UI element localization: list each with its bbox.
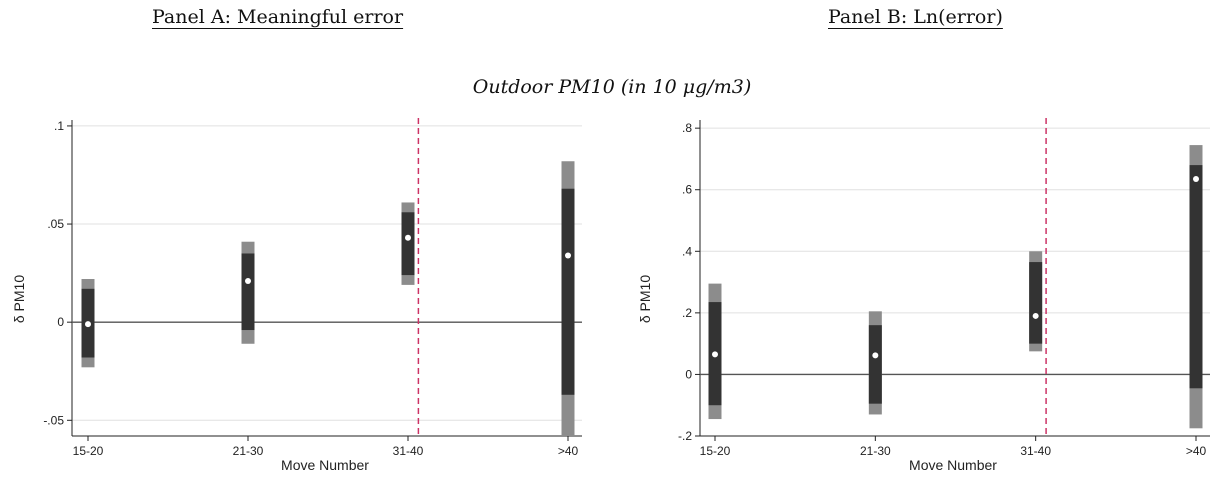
x-tick-label: 15-20: [73, 444, 104, 458]
chart-panel-b: -.2 0 .2 .4 .6 .8 15-20 21-30 31-40 >40 Move Numbe…: [637, 118, 1210, 473]
x-tick-label: 15-20: [700, 444, 731, 458]
chart-panel-a: -.05 0 .05 .1 15-20 21-30 31-40 >40 Move Number δ…: [11, 118, 582, 473]
y-tick-label: .05: [47, 217, 64, 231]
x-axis-label: Move Number: [281, 457, 369, 473]
y-tick-label: .4: [682, 244, 692, 258]
inner-ci-bar: [868, 325, 882, 404]
point-estimate: [712, 351, 718, 358]
y-tick-label: .2: [682, 306, 692, 320]
point-estimate: [405, 234, 411, 241]
point-estimate: [1032, 312, 1039, 319]
y-axis-label: δ PM10: [11, 275, 27, 323]
y-axis-label: δ PM10: [637, 275, 653, 323]
x-axis-label: Move Number: [909, 457, 997, 473]
x-tick-label: 21-30: [233, 444, 264, 458]
y-tick-label: -.05: [43, 413, 64, 427]
point-estimate: [872, 352, 879, 359]
x-tick-label: 31-40: [393, 444, 424, 458]
inner-ci-bar: [401, 212, 415, 276]
point-estimate: [565, 252, 571, 259]
inner-ci-bar: [241, 253, 255, 331]
inner-ci-bar: [561, 188, 575, 395]
x-tick-label: >40: [558, 444, 579, 458]
y-tick-label: 0: [57, 315, 64, 329]
y-tick-label: -.2: [678, 429, 692, 443]
inner-ci-bar: [1029, 262, 1043, 344]
x-tick-label: 21-30: [860, 444, 891, 458]
chart-subtitle: Outdoor PM10 (in 10 μg/m3): [472, 76, 752, 98]
inner-ci-bar: [1189, 165, 1203, 389]
y-tick-label: .6: [682, 183, 692, 197]
point-estimate: [245, 277, 251, 284]
panel-b-title: Panel B: Ln(error): [828, 6, 1003, 28]
point-estimate: [85, 321, 91, 328]
x-tick-label: >40: [1186, 444, 1207, 458]
x-tick-label: 31-40: [1020, 444, 1051, 458]
point-estimate: [1193, 175, 1199, 182]
y-tick-label: .1: [54, 119, 64, 133]
y-tick-label: .8: [682, 121, 692, 135]
panel-a-title: Panel A: Meaningful error: [152, 6, 404, 28]
y-tick-label: 0: [685, 367, 692, 381]
